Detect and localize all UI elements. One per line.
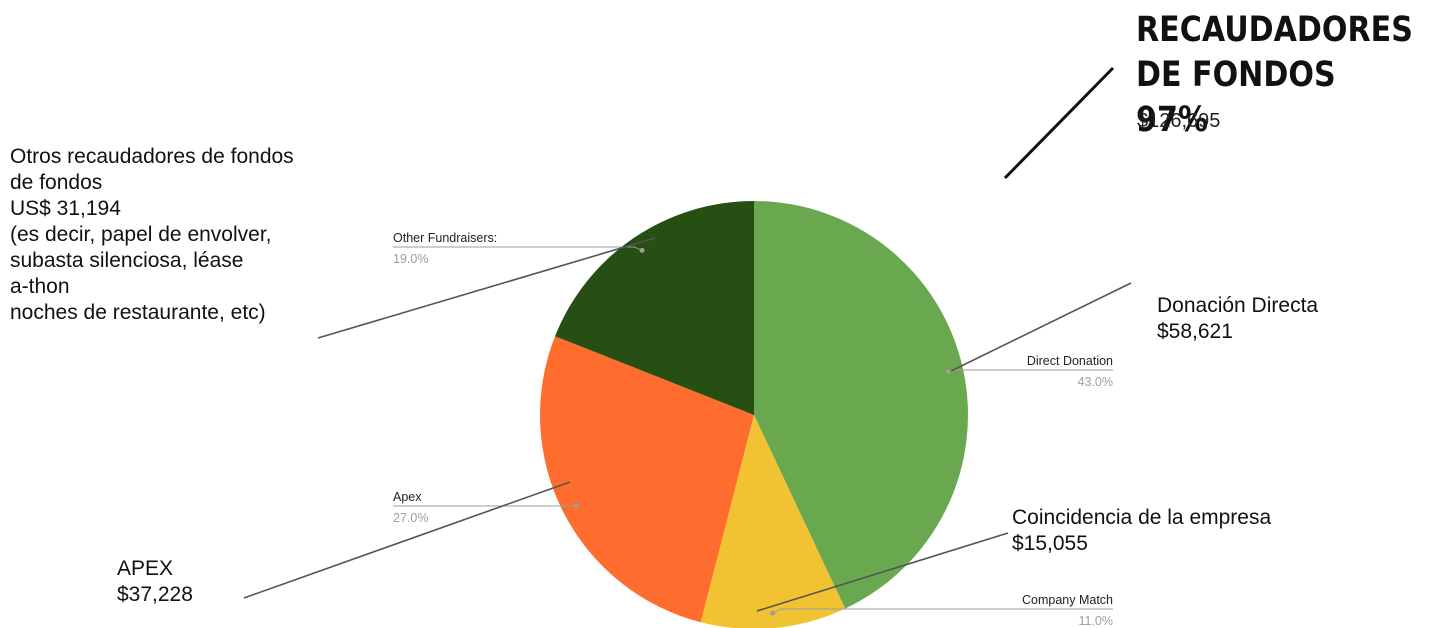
- pie-slice-direct-donation: [754, 201, 968, 609]
- slice-leaders: [393, 246, 1113, 616]
- slice-label: Other Fundraisers:: [393, 231, 497, 245]
- annotation-apex: APEX $37,228: [117, 557, 193, 606]
- headline-pointer-line: [1003, 66, 1115, 180]
- slice-labels: Direct Donation 43.0% Company Match 11.0% Ap…: [393, 231, 1113, 628]
- direct-pointer-line: [950, 282, 1132, 372]
- other-pointer-line: [317, 237, 656, 339]
- slice-percent-label: 43.0%: [1078, 375, 1113, 389]
- slice-leader-dot: [574, 502, 580, 508]
- slice-label: Apex: [393, 490, 422, 504]
- headline-amount: $126,695: [1137, 110, 1221, 132]
- slice-leader-line: [393, 504, 577, 507]
- slice-label: Direct Donation: [1027, 354, 1113, 368]
- slice-leader-dot: [770, 610, 776, 616]
- pie-slice-company-match: [700, 415, 846, 628]
- slice-leader-line: [772, 608, 1113, 614]
- slice-percent-label: 11.0%: [1078, 614, 1113, 628]
- pie-slices: [540, 201, 968, 628]
- company-pointer-line: [756, 532, 1009, 612]
- slice-label: Company Match: [1022, 593, 1113, 607]
- slice-leader-line: [948, 369, 1113, 373]
- slice-leader-dot: [945, 369, 951, 375]
- slice-leader-dot: [639, 247, 645, 253]
- slice-leader-line: [393, 246, 643, 251]
- slice-percent-label: 27.0%: [393, 511, 428, 525]
- annotation-other-fundraisers: Otros recaudadores de fondos de fondos U…: [10, 145, 294, 324]
- annotation-company-match: Coincidencia de la empresa $15,055: [1012, 506, 1272, 555]
- pie-slice-apex: [540, 336, 754, 623]
- apex-pointer-line: [243, 481, 571, 599]
- slice-percent-label: 19.0%: [393, 252, 428, 266]
- annotation-direct-donation: Donación Directa $58,621: [1157, 294, 1319, 343]
- pie-slice-other-fundraisers: [555, 201, 754, 415]
- headline-title: RECAUDADORES DE FONDOS 97%: [1136, 10, 1413, 140]
